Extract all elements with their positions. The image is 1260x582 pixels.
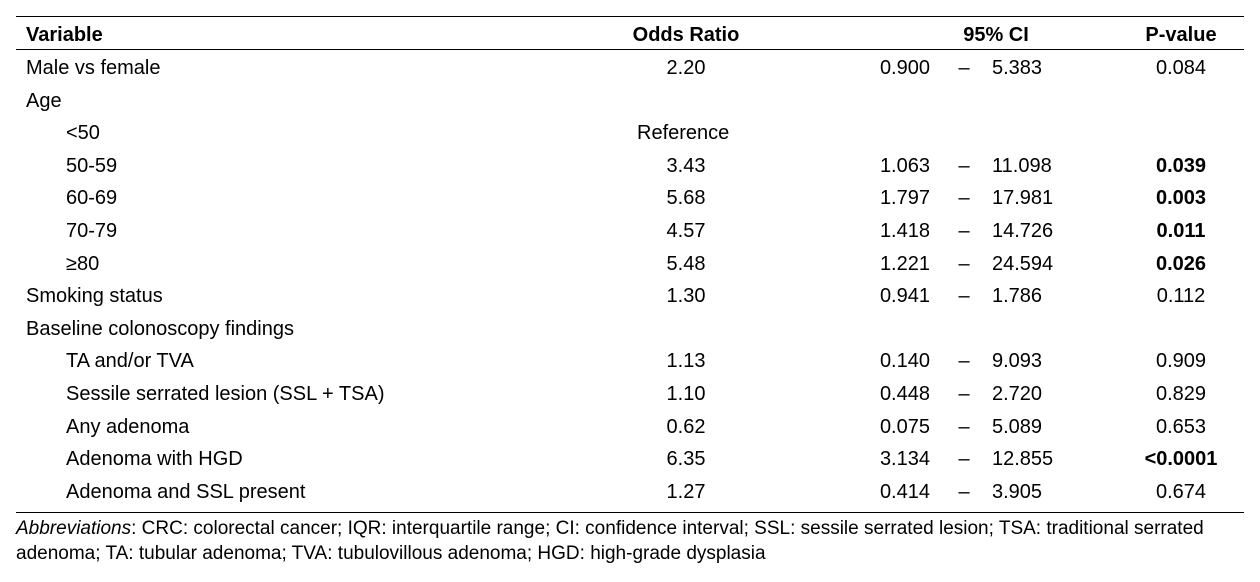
p-value: 0.653 [1155, 415, 1207, 438]
ci-upper-value: 1.786 [992, 285, 1043, 308]
odds-ratio-value: 1.27 [666, 480, 706, 503]
ci-dash: – [958, 415, 970, 438]
table-row: Sessile serrated lesion (SSL + TSA) 1.10 0… [16, 378, 1244, 410]
row-label: TA and/or TVA [66, 350, 194, 373]
header-variable: Variable [26, 24, 103, 46]
table-row: Any adenoma 0.62 0.075 –5.089 0.653 [16, 411, 1244, 443]
p-value: 0.039 [1155, 154, 1207, 177]
odds-ratio-value: 4.57 [666, 220, 706, 242]
ci-dash: – [958, 187, 970, 210]
p-value: 0.829 [1155, 383, 1207, 405]
ci-upper-value: 9.093 [992, 350, 1043, 373]
ci-upper-value: 3.905 [992, 480, 1043, 503]
p-value: 0.003 [1155, 187, 1207, 210]
ci-upper-value: 11.098 [992, 154, 1052, 177]
ci-lower-value: 0.075 [879, 415, 930, 438]
p-value: 0.084 [1155, 57, 1207, 79]
table-row: Age [16, 85, 1244, 117]
ci-lower-value: 0.414 [879, 480, 930, 503]
reference-label: Reference [637, 122, 730, 145]
row-label: Baseline colonoscopy findings [26, 317, 294, 340]
odds-ratio-value: 3.43 [666, 154, 706, 177]
odds-ratio-value: 6.35 [666, 448, 706, 471]
ci-dash: – [958, 57, 970, 79]
table-row: 60-69 5.68 1.797 –17.981 0.003 [16, 182, 1244, 214]
table-row: 50-59 3.43 1.063 –11.098 0.039 [16, 150, 1244, 182]
footnote-term: Abbreviations [16, 518, 132, 539]
header-odds-ratio: Odds Ratio [632, 24, 740, 46]
odds-ratio-value: 5.48 [666, 252, 706, 275]
ci-lower-value: 1.221 [879, 252, 930, 275]
ci-upper-value: 14.726 [992, 220, 1054, 242]
ci-upper-value: 2.720 [992, 383, 1043, 405]
table-bottom-rule [16, 512, 1244, 513]
header-ci: 95% CI [963, 24, 1029, 46]
row-label: Male vs female [26, 57, 161, 79]
odds-ratio-value: 2.20 [666, 57, 706, 79]
abbreviations-footnote: Abbreviations: CRC: colorectal cancer; I… [16, 516, 1244, 566]
ci-upper-value: 5.383 [992, 57, 1043, 79]
ci-upper-value: 12.855 [992, 448, 1054, 471]
table-row: Baseline colonoscopy findings [16, 313, 1244, 345]
row-label: Age [26, 89, 62, 112]
p-value: 0.026 [1155, 252, 1207, 275]
table-row: ≥80 5.48 1.221 –24.594 0.026 [16, 248, 1244, 280]
table-row: Adenoma with HGD 6.35 3.134 –12.855 <0.0001 [16, 443, 1244, 475]
row-label: Any adenoma [66, 415, 190, 438]
ci-upper-value: 5.089 [992, 415, 1043, 438]
row-label: 50-59 [66, 154, 118, 177]
ci-lower-value: 1.063 [879, 154, 930, 177]
row-label: ≥80 [66, 252, 100, 275]
ci-dash: – [958, 350, 970, 373]
ci-lower-value: 0.140 [879, 350, 930, 373]
row-label: Adenoma with HGD [66, 448, 243, 471]
ci-dash: – [958, 252, 970, 275]
table-row: Adenoma and SSL present 1.27 0.414 –3.905 0.… [16, 476, 1244, 508]
ci-lower-value: 0.900 [879, 57, 930, 79]
ci-lower-value: 1.418 [879, 220, 930, 242]
p-value: 0.909 [1155, 350, 1207, 373]
ci-upper-value: 17.981 [992, 187, 1054, 210]
row-label: Adenoma and SSL present [66, 480, 306, 503]
row-label: 60-69 [66, 187, 118, 210]
row-label: <50 [66, 122, 100, 145]
odds-ratio-value: 1.30 [666, 285, 706, 308]
ci-dash: – [958, 448, 970, 471]
ci-upper-value: 24.594 [992, 252, 1054, 275]
p-value: 0.112 [1156, 285, 1206, 308]
ci-lower-value: 0.941 [879, 285, 930, 308]
p-value: 0.674 [1155, 480, 1207, 503]
ci-lower-value: 3.134 [879, 448, 930, 471]
p-value: 0.011 [1156, 220, 1206, 242]
ci-dash: – [958, 383, 970, 405]
table-row: Male vs female 2.20 0.900 –5.383 0.084 [16, 52, 1244, 84]
footnote-text: : CRC: colorectal cancer; IQR: interquar… [16, 518, 1204, 564]
ci-dash: – [958, 285, 970, 308]
ci-lower-value: 0.448 [879, 383, 930, 405]
row-label: Sessile serrated lesion (SSL + TSA) [66, 383, 385, 405]
table-row: Smoking status 1.30 0.941 –1.786 0.112 [16, 280, 1244, 312]
table-row: TA and/or TVA 1.13 0.140 –9.093 0.909 [16, 345, 1244, 377]
odds-ratio-value: 1.13 [666, 350, 706, 373]
table-row: <50 Reference [16, 117, 1244, 149]
ci-lower-value: 1.797 [879, 187, 930, 210]
odds-ratio-value: 1.10 [666, 383, 706, 405]
ci-dash: – [958, 480, 970, 503]
row-label: 70-79 [66, 220, 118, 242]
row-label: Smoking status [26, 285, 163, 308]
table-top-rule [16, 16, 1244, 17]
table-header-rule [16, 49, 1244, 50]
odds-ratio-value: 5.68 [666, 187, 706, 210]
ci-dash: – [958, 220, 970, 242]
table-row: 70-79 4.57 1.418 –14.726 0.011 [16, 215, 1244, 247]
header-p-value: P-value [1145, 24, 1217, 46]
ci-dash: – [958, 154, 970, 177]
odds-ratio-value: 0.62 [666, 415, 706, 438]
p-value: <0.0001 [1144, 448, 1218, 471]
